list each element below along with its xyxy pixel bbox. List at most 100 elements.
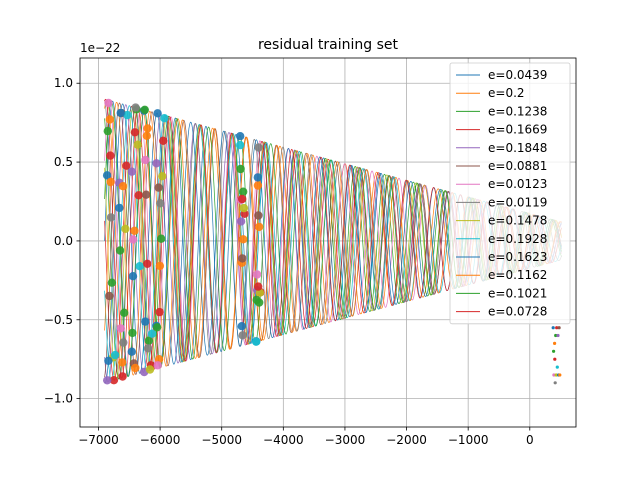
series-marker (130, 226, 139, 235)
series-marker (134, 191, 143, 200)
series-marker (157, 234, 166, 243)
series-marker (120, 308, 129, 317)
series-marker (239, 235, 248, 244)
series-marker (155, 307, 164, 317)
series-marker (128, 328, 137, 338)
series-marker (116, 324, 126, 333)
legend-label: e=0.1021 (488, 286, 547, 300)
series-marker (131, 103, 140, 112)
series-marker (106, 177, 115, 187)
series-marker (127, 347, 136, 356)
series-marker (121, 224, 130, 233)
y-tick-label: −0.5 (44, 313, 73, 327)
series-marker (144, 336, 154, 345)
legend-label: e=0.0728 (488, 305, 547, 319)
series-end-point (551, 326, 555, 330)
series-marker (135, 262, 144, 271)
x-tick-label: −3000 (325, 433, 366, 447)
legend-label: e=0.1669 (488, 123, 547, 137)
series-marker (109, 376, 119, 385)
series-marker (253, 181, 263, 190)
series-marker (158, 172, 167, 181)
series-marker (145, 365, 155, 374)
series-marker (140, 105, 149, 115)
series-marker (105, 115, 115, 124)
x-tick-label: −4000 (263, 433, 304, 447)
series-marker (253, 173, 262, 182)
series-marker (153, 361, 162, 370)
legend-label: e=0.0881 (488, 159, 547, 173)
legend-label: e=0.1238 (488, 104, 547, 118)
series-marker (239, 203, 249, 213)
y-tick-label: 1.0 (54, 76, 73, 90)
series-marker (159, 136, 168, 145)
series-marker (141, 317, 150, 326)
series-marker (236, 164, 245, 174)
series-marker (254, 282, 263, 291)
x-tick-label: −1000 (448, 433, 489, 447)
series-marker (238, 254, 247, 263)
series-marker (152, 323, 162, 332)
x-tick-label: −5000 (201, 433, 242, 447)
series-marker (237, 322, 246, 331)
series-end-point (553, 381, 557, 385)
x-tick-label: 0 (526, 433, 534, 447)
legend: e=0.0439 e=0.2 e=0.1238 e=0.1669 e=0.1848 e=0… (449, 62, 571, 325)
series-marker (107, 278, 117, 287)
series-end-point (556, 333, 560, 338)
legend-label: e=0.2 (488, 86, 525, 100)
series-marker (106, 213, 116, 222)
series-marker (123, 110, 132, 120)
series-end-point (553, 341, 557, 345)
y-tick-label: −1.0 (44, 392, 73, 406)
series-marker (115, 203, 124, 213)
series-marker (143, 344, 153, 353)
series-marker (239, 187, 248, 196)
series-marker (118, 372, 127, 381)
series-marker (106, 151, 115, 160)
y-axis: −1.0 −0.5 0.0 0.5 1.0 (44, 76, 80, 406)
legend-box (449, 62, 571, 325)
series-marker (122, 161, 131, 170)
legend-label: e=0.1623 (488, 250, 547, 264)
series-marker (238, 331, 247, 340)
series-marker (156, 199, 165, 208)
legend-label: e=0.1478 (488, 214, 547, 228)
series-marker (160, 114, 169, 123)
series-marker (102, 171, 112, 180)
x-tick-label: −2000 (386, 433, 427, 447)
series-marker (104, 356, 113, 365)
series-marker (141, 155, 150, 165)
series-marker (147, 329, 157, 338)
series-marker (110, 350, 120, 360)
series-end-point (558, 373, 562, 377)
series-marker (119, 338, 128, 347)
series-marker (142, 190, 151, 199)
series-marker (118, 358, 127, 367)
series-marker (154, 183, 163, 192)
y-axis-scale-label: 1e−22 (80, 41, 120, 55)
series-marker (118, 182, 128, 191)
series-marker (143, 124, 152, 133)
series-marker (130, 128, 140, 137)
series-marker (236, 140, 245, 150)
series-marker (238, 194, 247, 204)
series-marker (103, 126, 113, 136)
x-tick-label: −6000 (140, 433, 181, 447)
series-end-point (552, 349, 556, 353)
series-end-point (552, 373, 556, 377)
legend-label: e=0.1162 (488, 268, 547, 282)
series-marker (254, 211, 263, 220)
series-markers (102, 98, 562, 385)
chart-title: residual training set (258, 37, 399, 53)
plot-frame (79, 57, 577, 428)
series-marker (128, 235, 138, 244)
legend-label: e=0.0439 (488, 68, 547, 82)
series-marker (133, 140, 142, 149)
y-tick-label: 0.0 (54, 234, 73, 248)
series-marker (142, 131, 151, 140)
series-end-point (555, 326, 559, 330)
series-marker (252, 270, 262, 279)
series-marker (116, 108, 125, 118)
legend-label: e=0.0123 (488, 177, 547, 191)
